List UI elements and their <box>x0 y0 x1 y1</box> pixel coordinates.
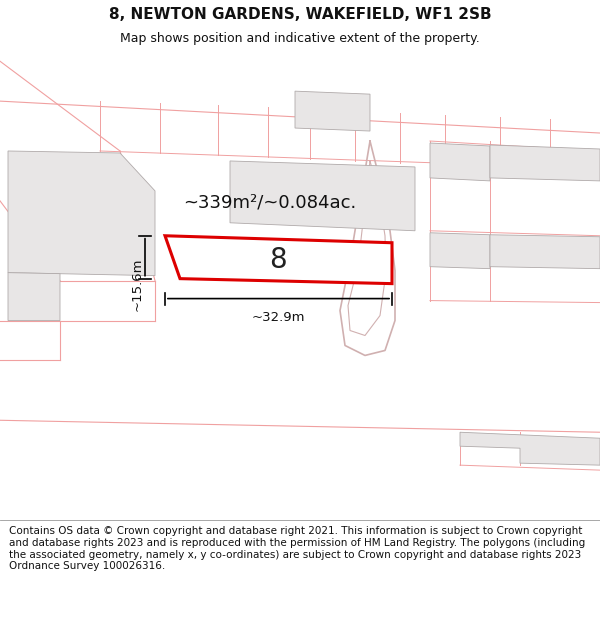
Text: ~339m²/~0.084ac.: ~339m²/~0.084ac. <box>184 194 356 212</box>
Polygon shape <box>490 235 600 269</box>
Bar <box>210 244 310 269</box>
Polygon shape <box>430 232 490 269</box>
Polygon shape <box>430 143 490 181</box>
Polygon shape <box>8 151 155 276</box>
Polygon shape <box>490 145 600 181</box>
Text: ~15.6m: ~15.6m <box>131 258 143 311</box>
Polygon shape <box>230 161 415 231</box>
Text: 8: 8 <box>269 246 287 274</box>
Polygon shape <box>165 236 392 284</box>
Text: 8, NEWTON GARDENS, WAKEFIELD, WF1 2SB: 8, NEWTON GARDENS, WAKEFIELD, WF1 2SB <box>109 7 491 22</box>
Text: ~32.9m: ~32.9m <box>252 311 305 324</box>
Polygon shape <box>460 432 600 465</box>
Text: Contains OS data © Crown copyright and database right 2021. This information is : Contains OS data © Crown copyright and d… <box>9 526 585 571</box>
Text: Map shows position and indicative extent of the property.: Map shows position and indicative extent… <box>120 32 480 45</box>
Polygon shape <box>8 272 60 321</box>
Polygon shape <box>295 91 370 131</box>
